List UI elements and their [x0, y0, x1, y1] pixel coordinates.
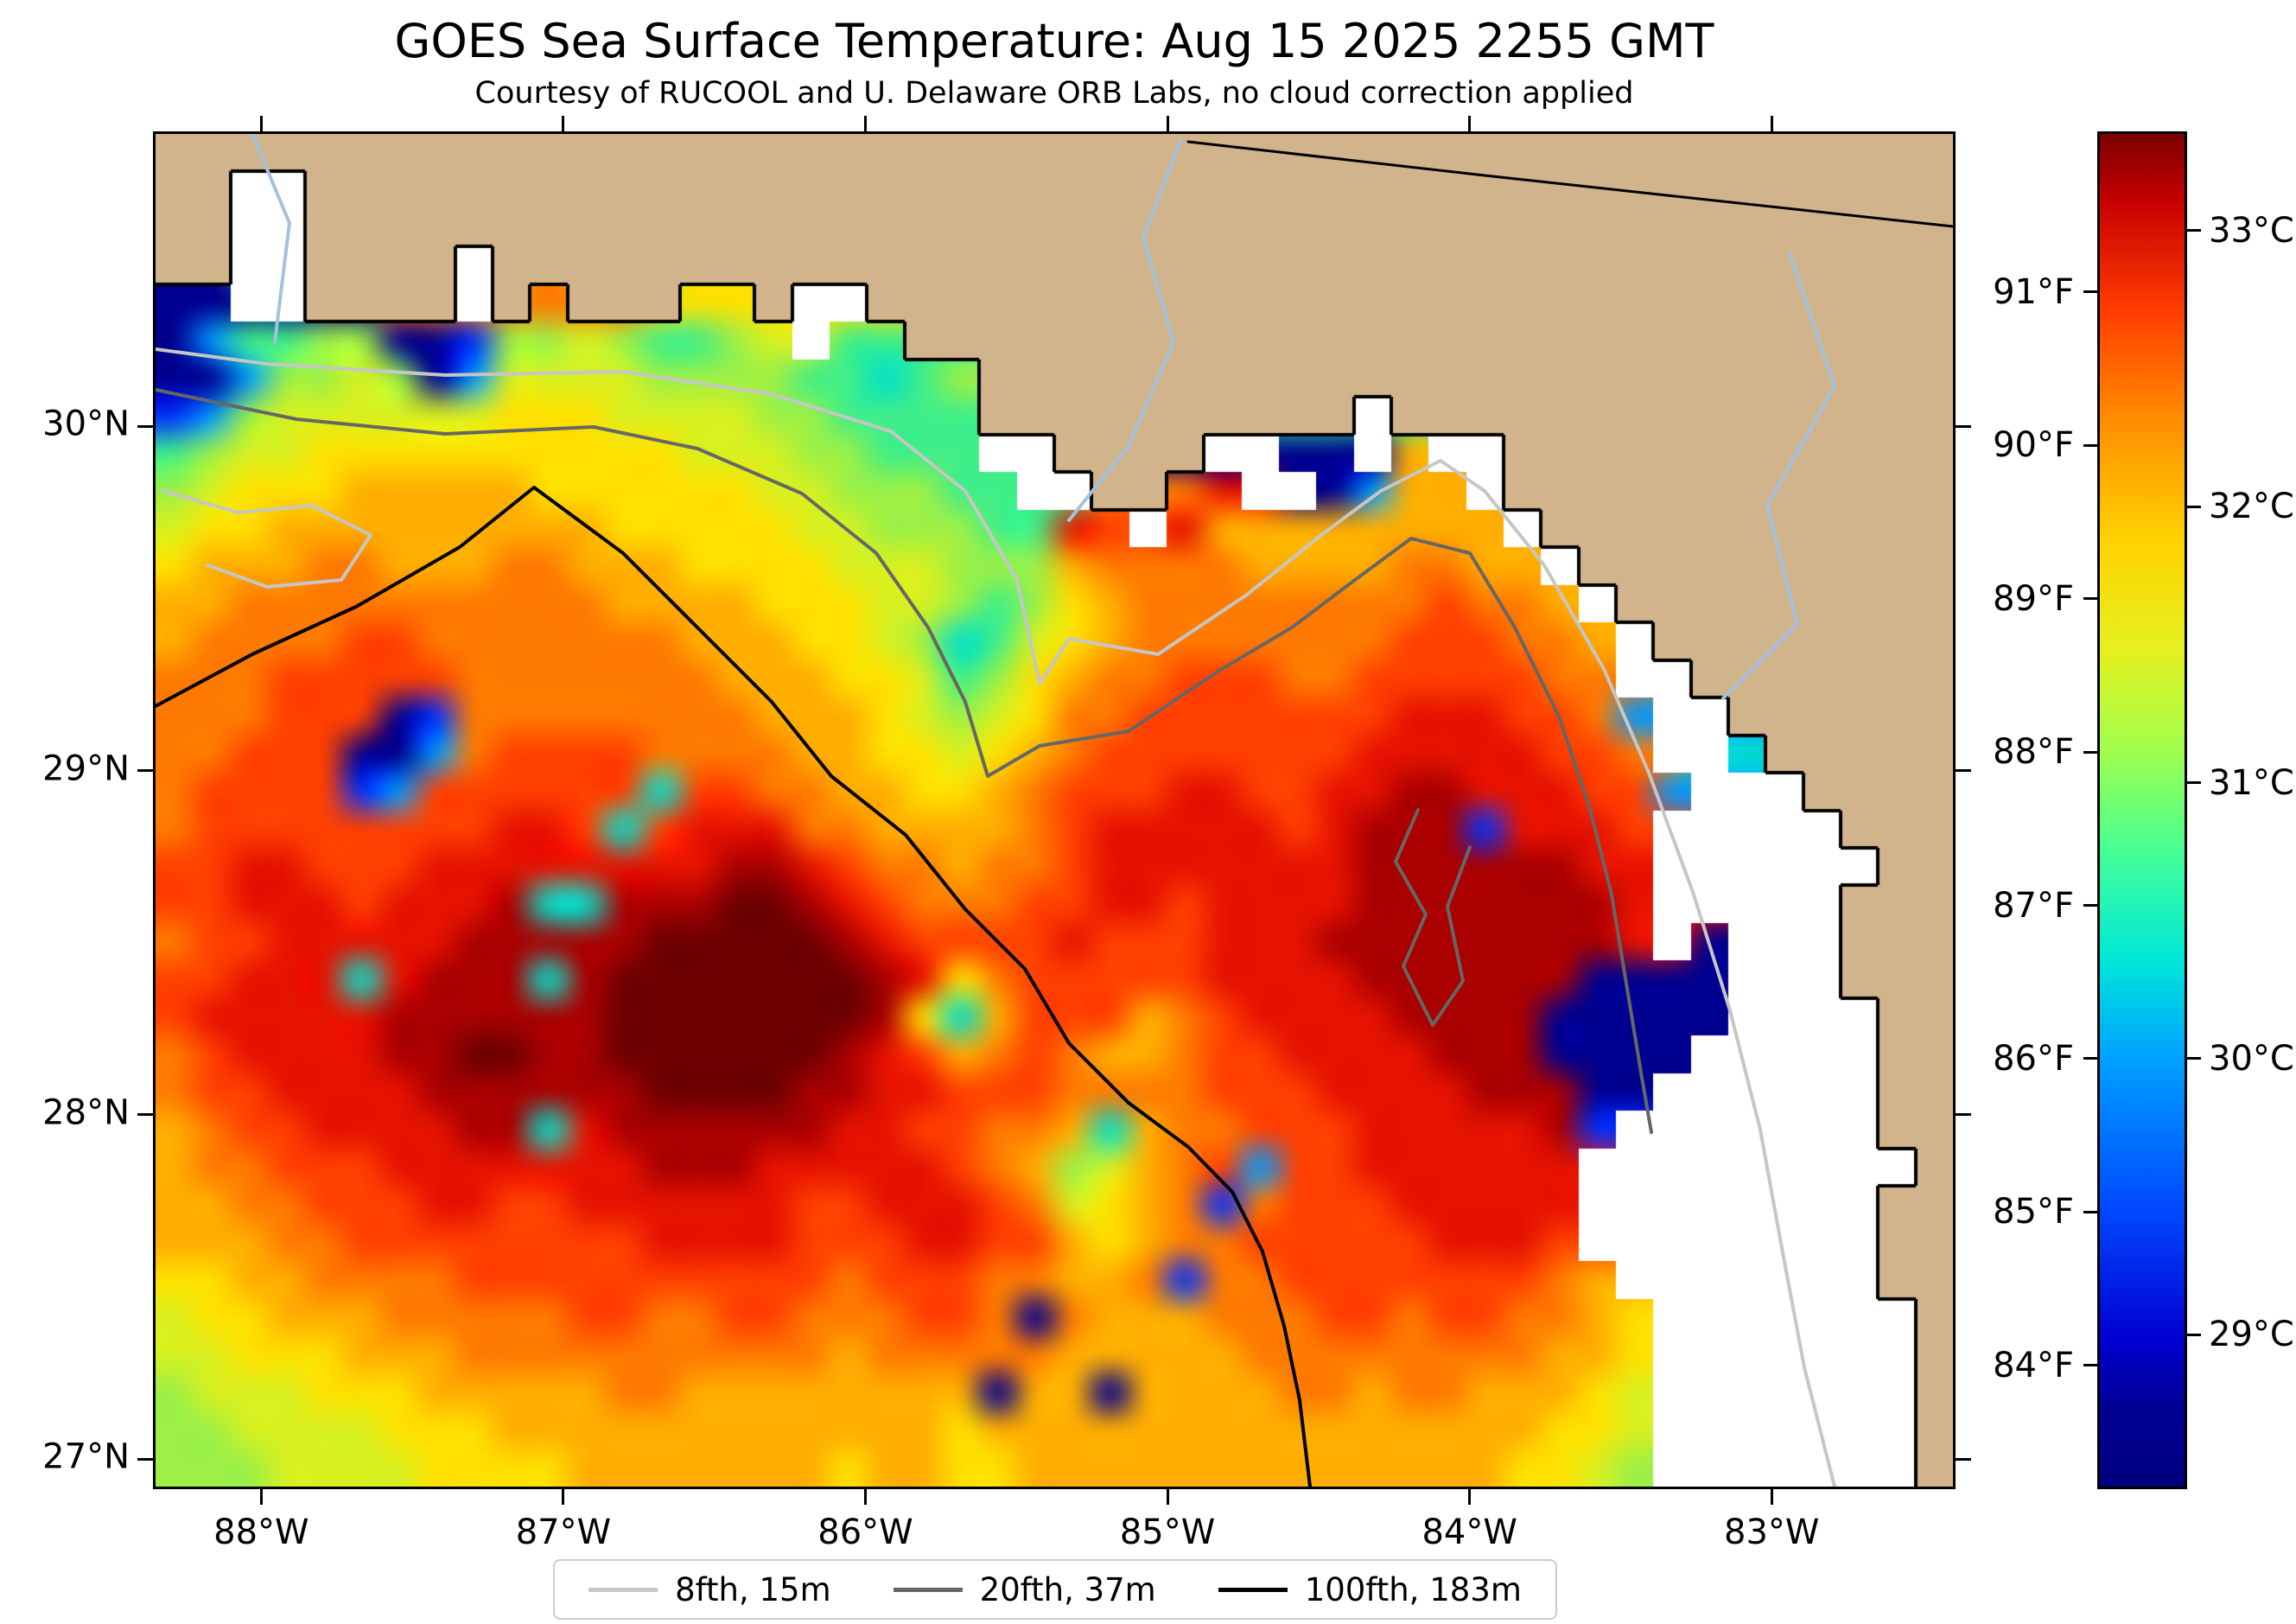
x-tick-label: 87°W [515, 1513, 612, 1552]
x-tick-mark-top [864, 116, 867, 131]
x-tick-label: 83°W [1724, 1513, 1820, 1552]
colorbar-celsius-label: 32°C [2209, 487, 2294, 527]
y-tick-label: 27°N [42, 1436, 130, 1477]
y-tick-label: 28°N [42, 1092, 130, 1133]
colorbar-fahrenheit-label: 88°F [1993, 732, 2074, 773]
x-tick-label: 85°W [1119, 1513, 1216, 1552]
x-tick-mark [1468, 1489, 1472, 1505]
legend-item-1: 20fth, 37m [893, 1570, 1156, 1608]
colorbar-fahrenheit-label: 89°F [1993, 578, 2074, 619]
colorbar-fahrenheit-tick [2083, 750, 2097, 754]
colorbar-fahrenheit-label: 86°F [1993, 1038, 2074, 1079]
y-tick-mark [137, 1113, 153, 1117]
colorbar-fahrenheit-tick [2083, 443, 2097, 447]
colorbar-fahrenheit-tick [2083, 1364, 2097, 1367]
x-tick-mark-top [1166, 116, 1169, 131]
y-tick-mark-right [1956, 1457, 1971, 1461]
x-tick-mark [864, 1489, 867, 1505]
isobath-20fth-37m-1 [1394, 808, 1472, 1027]
legend-label: 8fth, 15m [675, 1570, 831, 1608]
colorbar-celsius-tick [2187, 505, 2201, 508]
legend-item-0: 8fth, 15m [588, 1571, 831, 1608]
legend-item-2: 100fth, 183m [1218, 1571, 1522, 1608]
y-tick-label: 29°N [42, 748, 130, 789]
isobath-100fth-183m-0 [156, 486, 1312, 1487]
state-boundary-line [1186, 140, 1953, 228]
colorbar-fahrenheit-tick [2083, 290, 2097, 294]
colorbar [2097, 131, 2187, 1489]
colorbar-fahrenheit-label: 85°F [1993, 1192, 2074, 1232]
colorbar-fahrenheit-tick [2083, 1210, 2097, 1213]
x-tick-label: 84°W [1421, 1513, 1517, 1552]
x-tick-mark-top [259, 116, 263, 131]
page-title: GOES Sea Surface Temperature: Aug 15 202… [394, 14, 1714, 68]
sst-map [153, 131, 1956, 1489]
x-tick-mark [562, 1489, 565, 1505]
river-line-1 [1721, 252, 1836, 700]
isobath-20fth-37m-0 [156, 388, 1653, 1134]
x-tick-label: 88°W [213, 1513, 309, 1552]
legend-line-swatch [588, 1587, 658, 1592]
x-tick-label: 86°W [817, 1513, 913, 1552]
colorbar-fahrenheit-label: 90°F [1993, 425, 2074, 466]
y-tick-mark-right [1956, 1113, 1971, 1117]
colorbar-fahrenheit-tick [2083, 597, 2097, 601]
colorbar-celsius-label: 30°C [2209, 1038, 2294, 1079]
colorbar-celsius-label: 29°C [2209, 1315, 2294, 1355]
x-tick-mark [1770, 1489, 1773, 1505]
y-tick-mark-right [1956, 769, 1971, 773]
x-tick-mark-top [1770, 116, 1773, 131]
x-tick-mark-top [562, 116, 565, 131]
y-tick-label: 30°N [42, 404, 130, 445]
y-tick-mark [137, 424, 153, 428]
isobath-8fth-15m-0 [156, 347, 1836, 1487]
page-subtitle: Courtesy of RUCOOL and U. Delaware ORB L… [474, 76, 1634, 111]
y-tick-mark [137, 769, 153, 773]
legend-label: 20fth, 37m [979, 1570, 1156, 1608]
colorbar-fahrenheit-label: 84°F [1993, 1345, 2074, 1385]
colorbar-fahrenheit-label: 87°F [1993, 885, 2074, 926]
colorbar-celsius-label: 33°C [2209, 210, 2294, 251]
colorbar-fahrenheit-tick [2083, 1057, 2097, 1060]
x-tick-mark-top [1468, 116, 1472, 131]
legend-label: 100fth, 183m [1304, 1570, 1522, 1608]
river-line-2 [251, 134, 291, 344]
colorbar-celsius-tick [2187, 229, 2201, 232]
colorbar-celsius-label: 31°C [2209, 762, 2294, 803]
legend: 8fth, 15m 20fth, 37m 100fth, 183m [553, 1559, 1557, 1620]
x-tick-mark [1166, 1489, 1169, 1505]
y-tick-mark-right [1956, 424, 1971, 428]
contour-overlay [156, 134, 1953, 1487]
x-tick-mark [259, 1489, 263, 1505]
colorbar-celsius-tick [2187, 1057, 2201, 1060]
colorbar-fahrenheit-tick [2083, 904, 2097, 907]
y-tick-mark [137, 1457, 153, 1461]
isobath-8fth-15m-1 [162, 489, 372, 589]
legend-line-swatch [893, 1587, 963, 1592]
sst-map-canvas [156, 134, 1953, 1487]
colorbar-celsius-tick [2187, 781, 2201, 785]
colorbar-celsius-tick [2187, 1333, 2201, 1336]
river-line-0 [1067, 140, 1182, 522]
colorbar-fahrenheit-label: 91°F [1993, 271, 2074, 312]
legend-line-swatch [1218, 1587, 1288, 1592]
